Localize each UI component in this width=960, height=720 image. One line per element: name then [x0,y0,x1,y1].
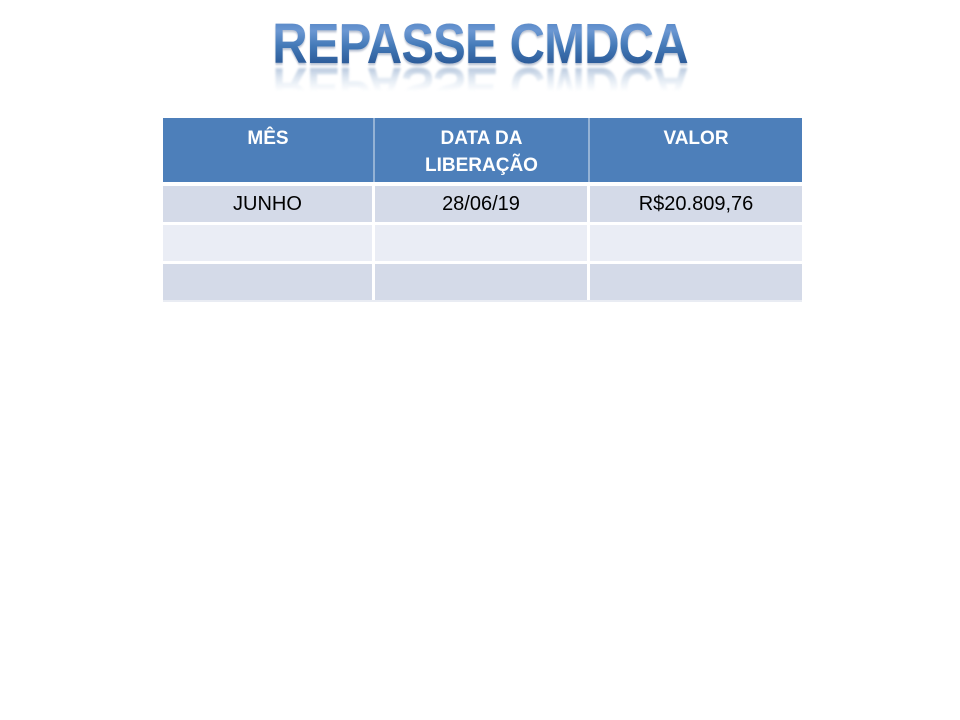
header-cell-valor-label: VALOR [663,128,729,149]
table-body: JUNHO 28/06/19 R$20.809,76 [163,186,802,302]
cell-valor [590,225,802,261]
cell-valor [590,264,802,300]
header-cell-mes-label: MÊS [247,128,289,149]
cell-mes [163,264,375,300]
slide-title-text: REPASSE CMDCA [272,12,688,76]
table-row-empty-1 [163,225,802,261]
title-reflection: REPASSE CMDCA [67,58,893,100]
header-cell-data-liberacao: DATA DA LIBERAÇÃO [375,118,590,182]
table-row-junho: JUNHO 28/06/19 R$20.809,76 [163,186,802,222]
cell-data-liberacao [375,264,590,300]
title-group: REPASSE CMDCA REPASSE CMDCA [67,16,893,101]
title-reflection-text: REPASSE CMDCA [272,58,688,100]
cell-mes [163,225,375,261]
cell-data-liberacao: 28/06/19 [375,186,590,222]
cell-data-liberacao [375,225,590,261]
cell-mes: JUNHO [163,186,375,222]
header-cell-valor: VALOR [590,118,802,182]
header-cell-data-liberacao-label: DATA DA LIBERAÇÃO [425,128,538,176]
table-row-empty-2 [163,264,802,300]
table-header-row: MÊS DATA DA LIBERAÇÃO VALOR [163,118,802,182]
slide-title: REPASSE CMDCA [67,16,893,73]
repasse-table: MÊS DATA DA LIBERAÇÃO VALOR JUNHO 28/06/… [163,118,802,302]
cell-valor: R$20.809,76 [590,186,802,222]
header-cell-mes: MÊS [163,118,375,182]
